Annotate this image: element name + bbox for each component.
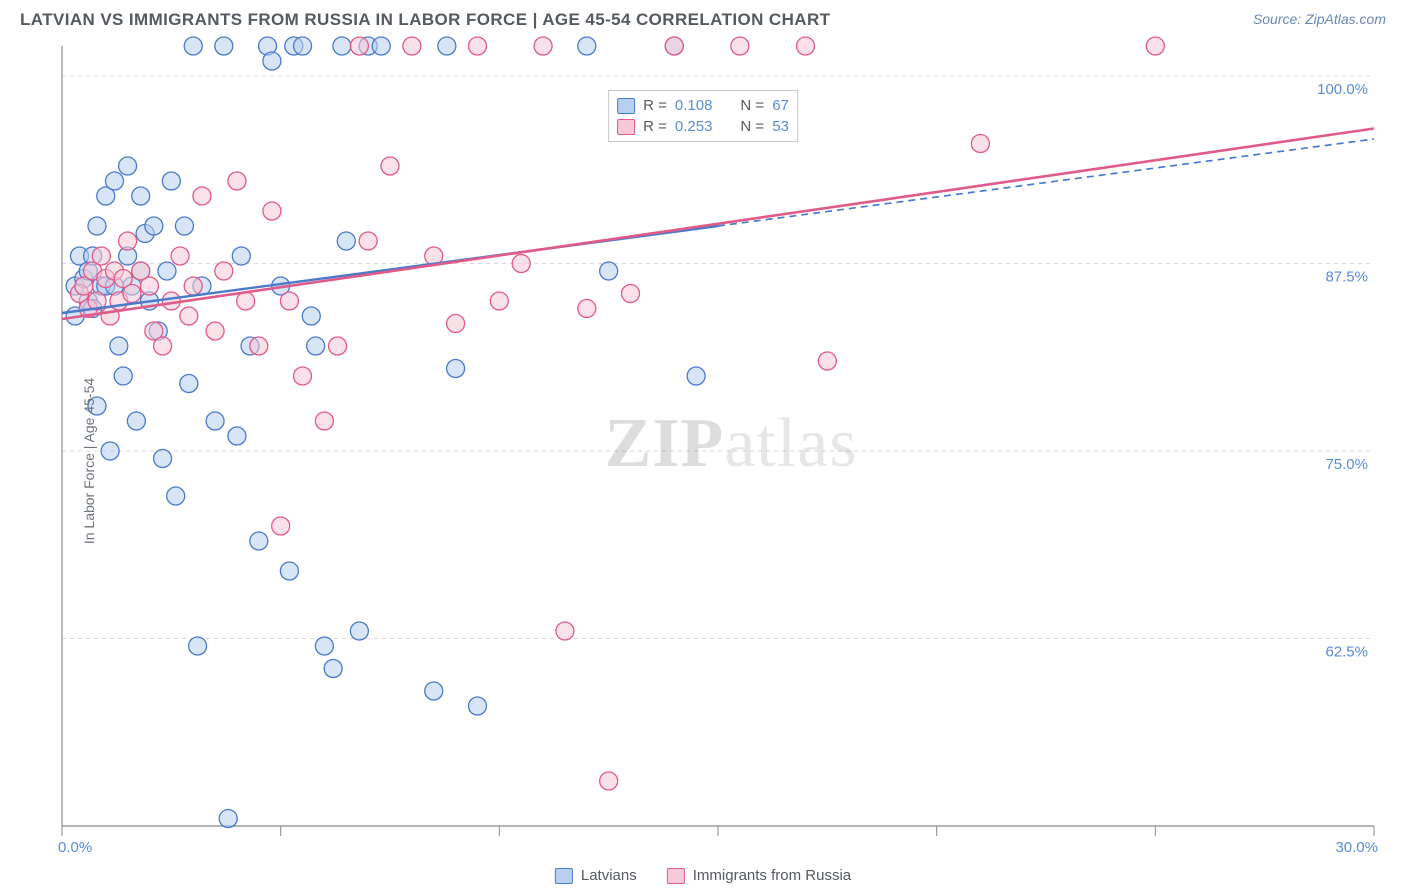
svg-text:100.0%: 100.0% [1317, 81, 1368, 98]
svg-text:87.5%: 87.5% [1325, 269, 1368, 286]
correlation-stat-box: R = 0.108 N = 67 R = 0.253 N = 53 [608, 90, 798, 142]
y-axis-label: In Labor Force | Age 45-54 [81, 378, 97, 544]
stat-row-russia: R = 0.253 N = 53 [617, 116, 789, 137]
bottom-legend: Latvians Immigrants from Russia [555, 867, 851, 884]
legend-item-latvians: Latvians [555, 867, 637, 884]
svg-text:75.0%: 75.0% [1325, 456, 1368, 473]
chart-title: LATVIAN VS IMMIGRANTS FROM RUSSIA IN LAB… [20, 10, 830, 30]
svg-text:30.0%: 30.0% [1335, 839, 1378, 856]
swatch-latvians-icon [617, 98, 635, 114]
swatch-latvians-icon [555, 868, 573, 884]
legend-item-russia: Immigrants from Russia [667, 867, 851, 884]
source-credit: Source: ZipAtlas.com [1253, 11, 1386, 29]
svg-text:62.5%: 62.5% [1325, 644, 1368, 661]
swatch-russia-icon [667, 868, 685, 884]
scatter-plot: 62.5% 75.0% 87.5% 100.0% 0.0% 30.0% [0, 36, 1406, 866]
swatch-russia-icon [617, 119, 635, 135]
stat-row-latvians: R = 0.108 N = 67 [617, 95, 789, 116]
svg-text:0.0%: 0.0% [58, 839, 92, 856]
